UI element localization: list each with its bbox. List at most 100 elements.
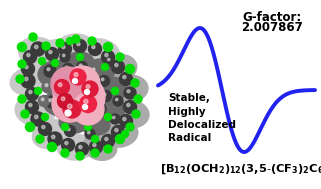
- Circle shape: [91, 136, 99, 143]
- Circle shape: [58, 43, 72, 56]
- Ellipse shape: [57, 134, 93, 160]
- Circle shape: [76, 61, 88, 73]
- Circle shape: [84, 123, 91, 130]
- Circle shape: [65, 125, 75, 136]
- Circle shape: [45, 84, 48, 87]
- Circle shape: [63, 54, 65, 57]
- Circle shape: [27, 53, 30, 57]
- Circle shape: [115, 128, 118, 132]
- Circle shape: [91, 149, 99, 157]
- Circle shape: [39, 57, 46, 64]
- Circle shape: [73, 78, 77, 84]
- Circle shape: [84, 90, 90, 94]
- Circle shape: [88, 131, 90, 134]
- Circle shape: [88, 37, 96, 45]
- Circle shape: [72, 114, 75, 117]
- Circle shape: [65, 141, 68, 145]
- Circle shape: [116, 135, 125, 143]
- Circle shape: [126, 64, 134, 74]
- Circle shape: [49, 50, 52, 54]
- Ellipse shape: [43, 92, 77, 116]
- Circle shape: [111, 88, 118, 94]
- Circle shape: [127, 103, 130, 107]
- Circle shape: [55, 76, 58, 79]
- Circle shape: [101, 135, 115, 147]
- Circle shape: [97, 106, 100, 109]
- Circle shape: [67, 128, 70, 131]
- Ellipse shape: [37, 40, 73, 68]
- Circle shape: [36, 135, 44, 143]
- Circle shape: [34, 88, 41, 94]
- Circle shape: [82, 105, 88, 109]
- Circle shape: [62, 139, 74, 152]
- Circle shape: [24, 77, 28, 81]
- Ellipse shape: [111, 100, 149, 128]
- Circle shape: [90, 66, 100, 77]
- Circle shape: [85, 129, 95, 139]
- Ellipse shape: [10, 67, 50, 95]
- Circle shape: [22, 63, 34, 75]
- Ellipse shape: [55, 34, 95, 64]
- Circle shape: [80, 95, 97, 112]
- Ellipse shape: [108, 75, 148, 103]
- Text: Radical: Radical: [168, 133, 211, 143]
- Ellipse shape: [19, 37, 61, 71]
- Circle shape: [72, 35, 80, 43]
- Circle shape: [61, 149, 69, 157]
- Circle shape: [62, 123, 68, 130]
- Circle shape: [56, 107, 68, 119]
- Circle shape: [104, 145, 112, 153]
- Circle shape: [89, 43, 101, 56]
- Ellipse shape: [85, 59, 115, 83]
- Circle shape: [111, 125, 125, 139]
- Circle shape: [84, 99, 88, 104]
- Circle shape: [51, 135, 55, 139]
- Text: 2.007867: 2.007867: [241, 21, 303, 34]
- Circle shape: [25, 122, 34, 132]
- Circle shape: [48, 143, 56, 152]
- Ellipse shape: [99, 55, 137, 83]
- Circle shape: [25, 88, 39, 101]
- Circle shape: [56, 39, 64, 47]
- Circle shape: [94, 103, 106, 115]
- Circle shape: [116, 98, 118, 101]
- Circle shape: [72, 93, 104, 125]
- Circle shape: [65, 66, 68, 69]
- Ellipse shape: [95, 97, 125, 121]
- Circle shape: [18, 60, 26, 68]
- Circle shape: [74, 40, 86, 53]
- Circle shape: [52, 86, 88, 122]
- Circle shape: [77, 42, 80, 46]
- Circle shape: [124, 101, 136, 114]
- Circle shape: [113, 96, 123, 106]
- Circle shape: [46, 96, 58, 108]
- Circle shape: [116, 53, 124, 61]
- Circle shape: [42, 42, 50, 50]
- Ellipse shape: [80, 39, 120, 69]
- Circle shape: [105, 114, 111, 121]
- Circle shape: [53, 74, 64, 84]
- Circle shape: [63, 100, 81, 118]
- Circle shape: [103, 93, 106, 96]
- Circle shape: [61, 97, 65, 101]
- Ellipse shape: [48, 60, 76, 82]
- Ellipse shape: [102, 121, 138, 147]
- Circle shape: [99, 75, 109, 87]
- Circle shape: [49, 99, 52, 102]
- Circle shape: [18, 43, 27, 51]
- Circle shape: [42, 125, 45, 129]
- Circle shape: [29, 90, 32, 94]
- Circle shape: [85, 113, 88, 116]
- Circle shape: [34, 45, 38, 49]
- Circle shape: [65, 77, 105, 117]
- Circle shape: [25, 65, 28, 69]
- Circle shape: [51, 60, 58, 67]
- Circle shape: [53, 70, 97, 114]
- Text: Highly: Highly: [168, 107, 206, 117]
- Circle shape: [31, 112, 45, 126]
- Circle shape: [110, 114, 120, 124]
- Circle shape: [79, 64, 82, 67]
- Ellipse shape: [83, 134, 117, 160]
- Circle shape: [42, 81, 54, 93]
- Circle shape: [39, 122, 51, 136]
